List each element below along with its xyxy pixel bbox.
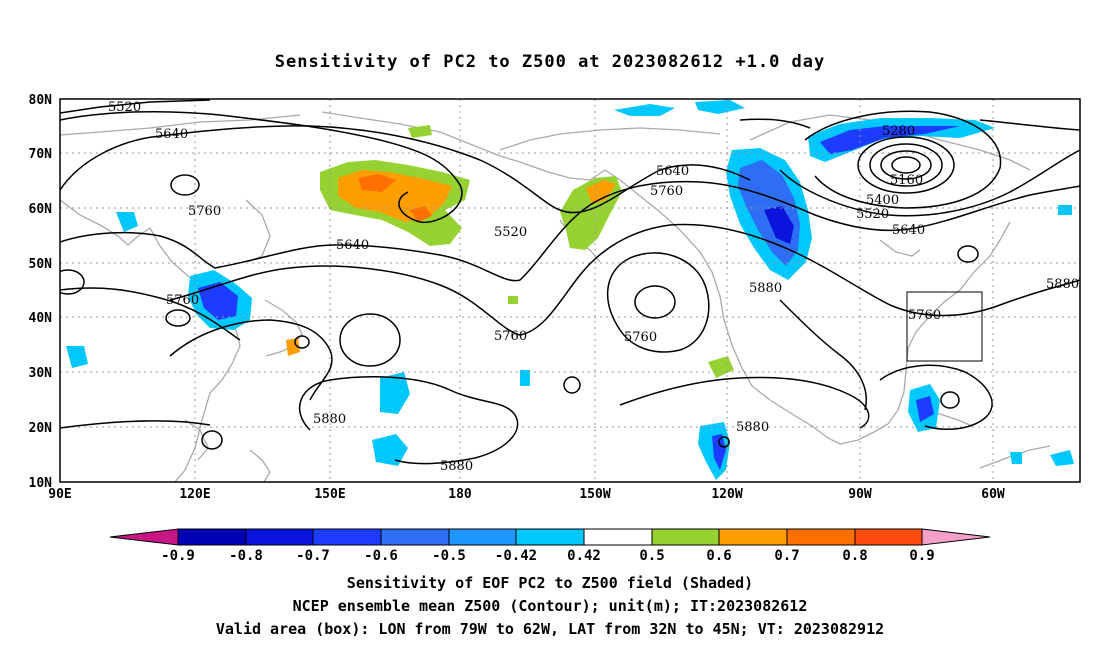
- colorbar-tick-label: -0.7: [296, 548, 330, 564]
- lon-tick-label: 90W: [848, 487, 872, 502]
- lat-tick-label: 50N: [29, 257, 53, 272]
- contour-labels: 5520 5640 5760 5640 5760 5520 5640 5760 …: [108, 100, 1079, 474]
- colorbar-swatch: [854, 528, 923, 546]
- lon-axis-labels: 90E 120E 150E 180 150W 120W 90W 60W: [48, 487, 1005, 502]
- contour-label: 5880: [749, 281, 782, 296]
- contour-label: 5520: [108, 100, 141, 115]
- contour-label: 5280: [882, 124, 915, 139]
- contour-label: 5760: [908, 308, 941, 323]
- contour-label: 5880: [736, 420, 769, 435]
- caption-line-2: NCEP ensemble mean Z500 (Contour); unit(…: [293, 597, 808, 615]
- colorbar-swatch: [448, 528, 517, 546]
- contour-label: 5520: [856, 207, 889, 222]
- contour-label: 5760: [188, 204, 221, 219]
- colorbar-tick-label: 0.6: [706, 548, 731, 564]
- sensitivity-shading: [66, 100, 1074, 480]
- colorbar-tick-label: -0.42: [495, 548, 537, 564]
- map-panel: 5520 5640 5760 5640 5760 5520 5640 5760 …: [29, 93, 1081, 502]
- lat-tick-label: 30N: [29, 366, 53, 381]
- lat-axis-labels: 80N 70N 60N 50N 40N 30N 20N 10N: [29, 93, 53, 491]
- colorbar: -0.9 -0.8 -0.7 -0.6 -0.5 -0.42 0.42 0.5 …: [109, 528, 991, 564]
- lon-tick-label: 150W: [579, 487, 610, 502]
- colorbar-tick-label: -0.8: [229, 548, 263, 564]
- contour-label: 5760: [166, 293, 199, 308]
- valid-area-box: [906, 291, 983, 362]
- lon-tick-label: 90E: [48, 487, 71, 502]
- colorbar-swatch: [583, 528, 653, 546]
- colorbar-right-arrow: [921, 528, 991, 546]
- contour-label: 5640: [892, 223, 925, 238]
- contour-label: 5640: [656, 164, 689, 179]
- colorbar-tick-label: 0.8: [842, 548, 867, 564]
- grid-lines: [60, 99, 1080, 482]
- colorbar-tick-label: -0.6: [364, 548, 398, 564]
- colorbar-swatch: [718, 528, 788, 546]
- lat-tick-label: 40N: [29, 311, 53, 326]
- lon-tick-label: 120E: [179, 487, 210, 502]
- lon-tick-label: 60W: [981, 487, 1005, 502]
- caption-line-1: Sensitivity of EOF PC2 to Z500 field (Sh…: [347, 574, 753, 592]
- colorbar-left-arrow: [109, 528, 179, 546]
- contour-label: 5760: [624, 330, 657, 345]
- lon-tick-label: 150E: [314, 487, 345, 502]
- colorbar-swatch: [177, 528, 247, 546]
- map-frame: [59, 98, 1081, 483]
- colorbar-tick-label: 0.5: [639, 548, 664, 564]
- lat-tick-label: 10N: [29, 476, 53, 491]
- lon-tick-label: 180: [448, 487, 472, 502]
- contour-label: 5760: [650, 184, 683, 199]
- contour-label: 5880: [1046, 277, 1079, 292]
- colorbar-swatch: [380, 528, 450, 546]
- contour-label: 5640: [336, 238, 369, 253]
- z500-contours: [60, 99, 1080, 465]
- captions: Sensitivity of EOF PC2 to Z500 field (Sh…: [216, 574, 884, 638]
- colorbar-swatch: [786, 528, 856, 546]
- colorbar-tick-label: -0.5: [432, 548, 466, 564]
- lat-tick-label: 70N: [29, 147, 53, 162]
- colorbar-swatch: [515, 528, 585, 546]
- colorbar-labels: -0.9 -0.8 -0.7 -0.6 -0.5 -0.42 0.42 0.5 …: [161, 548, 935, 564]
- lat-tick-label: 20N: [29, 421, 53, 436]
- contour-label: 5880: [313, 412, 346, 427]
- contour-label: 5880: [440, 459, 473, 474]
- contour-label: 5760: [494, 329, 527, 344]
- colorbar-tick-label: 0.7: [774, 548, 799, 564]
- colorbar-tick-label: -0.9: [161, 548, 195, 564]
- colorbar-swatch: [312, 528, 382, 546]
- contour-label: 5520: [494, 225, 527, 240]
- colorbar-tick-label: 0.42: [567, 548, 601, 564]
- colorbar-swatch: [651, 528, 720, 546]
- lat-tick-label: 60N: [29, 202, 53, 217]
- caption-line-3: Valid area (box): LON from 79W to 62W, L…: [216, 620, 884, 638]
- contour-label: 5160: [890, 173, 923, 188]
- colorbar-swatch: [245, 528, 314, 546]
- colorbar-tick-label: 0.9: [909, 548, 934, 564]
- figure-title: Sensitivity of PC2 to Z500 at 2023082612…: [275, 52, 826, 72]
- contour-label: 5400: [866, 193, 899, 208]
- lat-tick-label: 80N: [29, 93, 53, 108]
- lon-tick-label: 120W: [711, 487, 742, 502]
- contour-label: 5640: [155, 127, 188, 142]
